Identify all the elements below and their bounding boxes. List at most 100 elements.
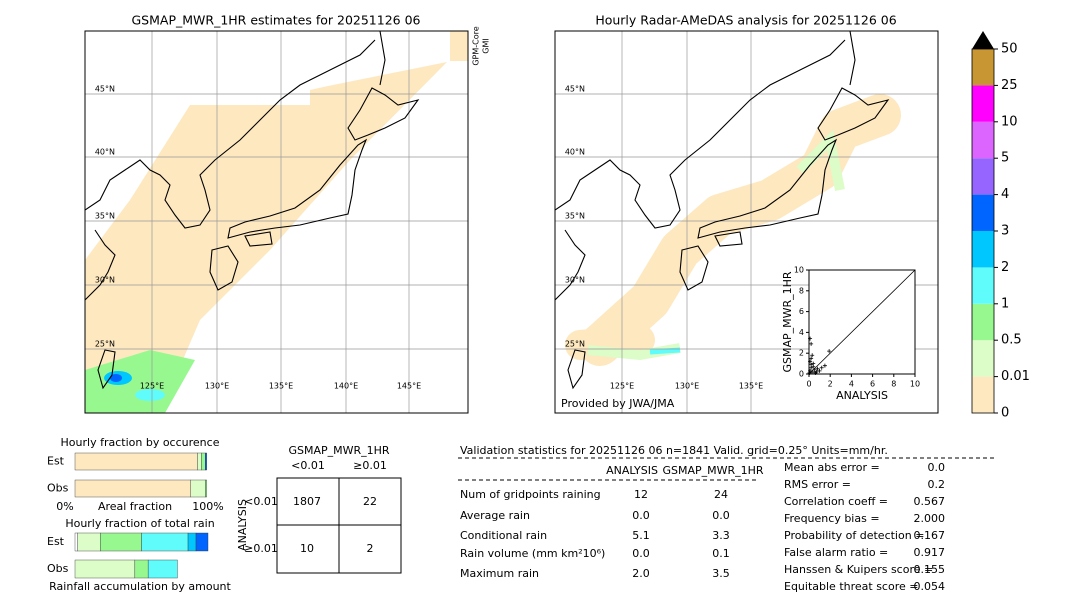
caption: Rainfall accumulation by amount [49,580,231,593]
map-title: GSMAP_MWR_1HR estimates for 20251126 06 [132,13,421,28]
radar-coverage [565,325,655,360]
y-tick-label: 8 [799,286,804,295]
stat-value: 3.5 [712,567,730,580]
stat-value: 3.3 [712,529,730,542]
fraction-segment [197,452,202,471]
score-value: 0.054 [914,580,946,593]
colorbar-extend [972,31,994,49]
stat-name: Num of gridpoints raining [460,488,601,501]
y-tick-label: 6 [799,307,804,316]
lat-label: 40°N [95,148,115,157]
stats-title: Validation statistics for 20251126 06 n=… [460,444,888,457]
stat-name: Average rain [460,509,530,522]
fraction-segment [74,479,191,498]
lat-label: 40°N [565,148,585,157]
row-label: Est [47,455,65,468]
lon-label: 145°E [397,382,421,391]
point [810,369,815,374]
colorbar-label: 0 [1001,406,1009,421]
fraction-segment [205,479,207,498]
axis-label: 100% [192,500,223,513]
colorbar-label: 3 [1001,224,1009,239]
sensor-label: GPM-Core [472,26,481,65]
credit: Provided by JWA/JMA [561,397,675,410]
rain-area [110,374,122,382]
fraction-segment [190,479,206,498]
y-axis-label: GSMAP_MWR_1HR [781,271,794,372]
axis-label: Areal fraction [98,500,172,513]
fraction-segment [77,532,101,552]
stat-name: Conditional rain [460,529,547,542]
panel-title: Hourly fraction by occurence [61,436,220,449]
fraction-segment [100,532,142,552]
rain-area [135,389,165,401]
colorbar-segment [972,267,994,304]
point [815,366,820,371]
colorbar-label: 50 [1001,42,1018,57]
panel-title: Hourly fraction of total rain [65,517,214,530]
score-name: Hanssen & Kuipers score = [784,563,933,576]
fraction-segment [74,559,136,579]
colorbar-segment [972,231,994,268]
stat-name: Rain volume (mm km²10⁶) [460,547,605,560]
score-value: 0.2 [928,478,946,491]
lon-label: 130°E [205,382,229,391]
fraction-segment [134,559,149,579]
lon-label: 130°E [675,382,699,391]
score-value: 0.567 [914,495,946,508]
colorbar-segment [972,158,994,195]
colorbar-label: 1 [1001,296,1009,311]
row-label: ≥0.01 [244,542,278,555]
stat-name: Maximum rain [460,567,539,580]
stat-value: 0.0 [632,509,650,522]
score-value: 0.167 [914,529,946,542]
cell: 10 [300,542,314,555]
score-name: Frequency bias = [784,512,880,525]
stat-value: 2.0 [632,567,650,580]
colorbar-label: 2 [1001,260,1009,275]
point [810,353,815,358]
rain-area [649,347,681,355]
stat-value: 0.0 [632,547,650,560]
score-name: False alarm ratio = [784,546,888,559]
fraction-segment [195,532,209,552]
score-value: 0.0 [928,461,946,474]
colorbar-label: 0.01 [1001,369,1030,384]
point [808,359,813,364]
colorbar-label: 25 [1001,78,1018,93]
fraction-segment [201,452,206,471]
lat-label: 45°N [95,85,115,94]
lat-label: 25°N [565,340,585,349]
x-tick-label: 2 [828,380,833,389]
row-label: Est [47,535,65,548]
sensor-label: GMI [482,38,491,53]
point [814,369,819,374]
point [808,336,813,341]
table-title: GSMAP_MWR_1HR [288,444,389,457]
cell: 22 [363,495,377,508]
lon-label: 125°E [610,382,634,391]
stat-value: 5.1 [632,529,650,542]
colorbar-label: 0.5 [1001,333,1022,348]
point [809,341,814,346]
point [817,368,822,373]
score-name: Equitable threat score = [784,580,918,593]
y-tick-label: 2 [799,349,804,358]
colorbar-segment [972,376,994,413]
colorbar-segment [972,194,994,231]
fraction-segment [205,452,207,471]
lat-label: 30°N [565,276,585,285]
fraction-segment [187,532,197,552]
right-map [555,31,938,413]
fraction-segment [141,532,189,552]
point [822,363,827,368]
point [811,364,816,369]
swath [85,62,447,413]
score-value: 0.917 [914,546,946,559]
lat-label: 35°N [95,212,115,221]
x-tick-label: 4 [849,380,854,389]
colorbar-label: 10 [1001,114,1018,129]
column-label: <0.01 [291,459,325,472]
